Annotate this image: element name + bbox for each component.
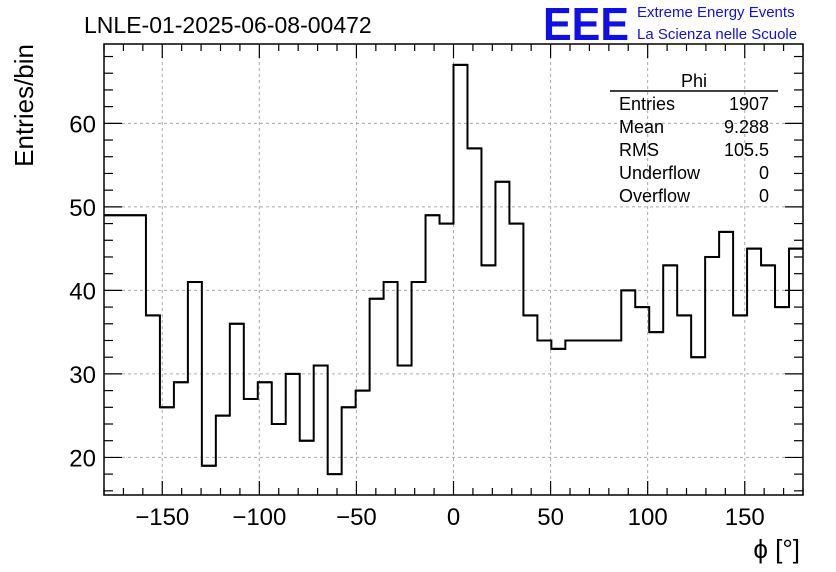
histogram-outline xyxy=(104,63,803,476)
logo-line2: La Scienza nelle Scuole xyxy=(637,26,797,43)
x-tick-label: −150 xyxy=(135,504,189,531)
x-tick-label: 100 xyxy=(628,504,668,531)
y-tick-label: 40 xyxy=(69,278,96,305)
stats-row-value: 1907 xyxy=(729,94,769,114)
stats-row-value: 105.5 xyxy=(724,140,769,160)
histogram-bars xyxy=(104,63,803,476)
y-tick-label: 60 xyxy=(69,111,96,138)
stats-row-label: Overflow xyxy=(619,186,691,206)
stats-row-value: 9.288 xyxy=(724,117,769,137)
logo-line1: Extreme Energy Events xyxy=(637,4,795,21)
stats-row-label: RMS xyxy=(619,140,659,160)
logo-mark: EEE xyxy=(543,0,629,50)
stats-title: Phi xyxy=(681,71,707,91)
stats-row-label: Mean xyxy=(619,117,664,137)
y-tick-label: 50 xyxy=(69,195,96,222)
chart-title: LNLE-01-2025-06-08-00472 xyxy=(84,12,372,38)
y-tick-label: 30 xyxy=(69,362,96,389)
x-tick-label: 50 xyxy=(537,504,564,531)
x-tick-label: −50 xyxy=(336,504,377,531)
stats-row-label: Entries xyxy=(619,94,675,114)
axes: −150 −100 −50 0 50 100 150 20 30 40 50 60 xyxy=(69,43,804,531)
x-tick-label: 0 xyxy=(447,504,460,531)
y-tick-label: 20 xyxy=(69,445,96,472)
stats-row-label: Underflow xyxy=(619,163,701,183)
eee-logo: EEE Extreme Energy Events La Scienza nel… xyxy=(543,0,797,50)
stats-row-value: 0 xyxy=(759,186,769,206)
x-tick-label: −100 xyxy=(232,504,286,531)
x-tick-label: 150 xyxy=(725,504,765,531)
stats-box: Phi Entries 1907 Mean 9.288 RMS 105.5 Underflo… xyxy=(610,71,778,206)
x-axis-label: ϕ [°] xyxy=(753,534,800,564)
stats-row-value: 0 xyxy=(759,163,769,183)
y-axis-label: Entries/bin xyxy=(9,44,39,167)
